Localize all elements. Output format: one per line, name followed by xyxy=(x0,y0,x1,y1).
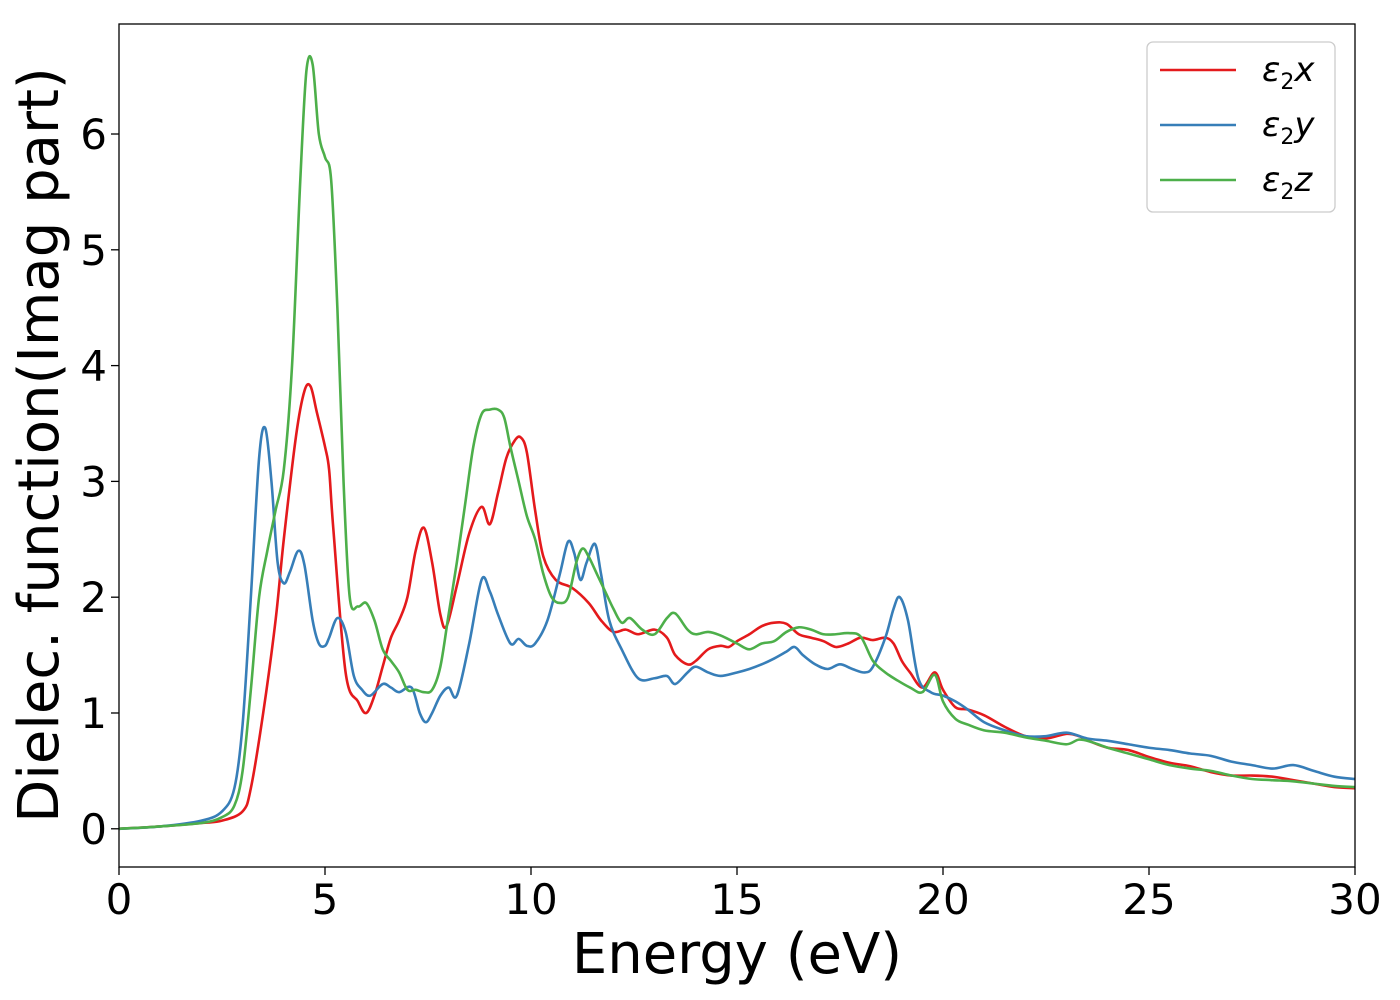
y-tick-label: 2 xyxy=(80,573,107,622)
legend: ε2x ε2y ε2z xyxy=(1146,41,1336,213)
series-line-y xyxy=(119,425,1355,831)
legend-item-z: ε2z xyxy=(1160,160,1313,205)
legend-label: ε2z xyxy=(1262,160,1313,205)
series-line-z xyxy=(119,54,1355,831)
legend-item-y: ε2y xyxy=(1160,105,1315,150)
x-tick-label: 20 xyxy=(916,875,969,924)
x-tick-label: 10 xyxy=(504,875,557,924)
y-tick-label: 3 xyxy=(80,457,107,506)
y-axis-ticks: 0 1 2 3 4 5 6 xyxy=(80,110,119,854)
legend-box xyxy=(1146,41,1336,213)
x-axis-label: Energy (eV) xyxy=(572,922,902,987)
legend-label: ε2x xyxy=(1262,50,1315,95)
y-tick-label: 5 xyxy=(80,226,107,275)
x-tick-label: 0 xyxy=(106,875,133,924)
x-tick-label: 15 xyxy=(710,875,763,924)
x-axis-ticks: 0 5 10 15 20 25 30 xyxy=(106,867,1382,924)
x-tick-label: 30 xyxy=(1328,875,1381,924)
legend-label: ε2y xyxy=(1262,105,1315,150)
legend-item-x: ε2x xyxy=(1160,50,1315,95)
y-axis-label: Dielec. function(Imag part) xyxy=(7,67,72,823)
y-tick-label: 1 xyxy=(80,689,107,738)
y-tick-label: 4 xyxy=(80,342,107,391)
legend-items: ε2x ε2y ε2z xyxy=(1160,50,1315,205)
y-tick-label: 6 xyxy=(80,110,107,159)
series-line-x xyxy=(119,382,1355,831)
x-tick-label: 5 xyxy=(312,875,339,924)
series-layer xyxy=(119,54,1355,831)
x-tick-label: 25 xyxy=(1122,875,1175,924)
y-tick-label: 0 xyxy=(80,805,107,854)
